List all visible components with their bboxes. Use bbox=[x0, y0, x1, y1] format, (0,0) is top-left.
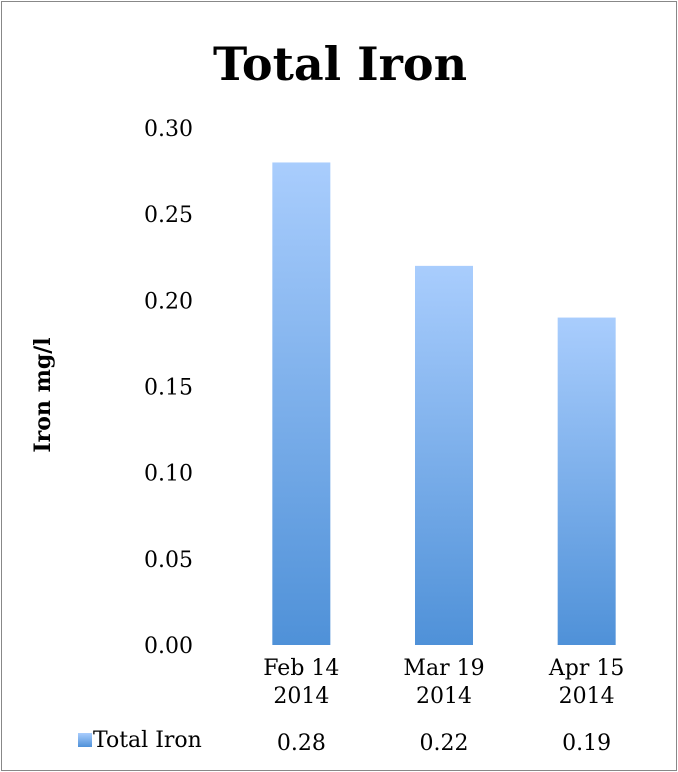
x-tick-label: 2014 bbox=[416, 684, 472, 709]
x-tick-label: Feb 14 bbox=[263, 656, 339, 681]
legend-label: Total Iron bbox=[93, 728, 202, 753]
data-table-value: 0.19 bbox=[562, 731, 611, 756]
chart-title: Total Iron bbox=[213, 37, 467, 91]
x-tick-label: 2014 bbox=[273, 684, 329, 709]
y-axis-ticks: 0.00 0.05 0.10 0.15 0.20 0.25 0.30 bbox=[144, 117, 193, 659]
x-axis-labels: Feb 14 2014 Mar 19 2014 Apr 15 2014 bbox=[263, 656, 624, 709]
y-tick-label: 0.20 bbox=[144, 289, 193, 314]
legend: Total Iron bbox=[78, 728, 202, 753]
data-table-values: 0.28 0.22 0.19 bbox=[277, 731, 611, 756]
y-tick-label: 0.15 bbox=[144, 376, 193, 401]
bar bbox=[415, 265, 473, 645]
data-table-value: 0.22 bbox=[420, 731, 469, 756]
bars bbox=[272, 162, 616, 645]
legend-swatch bbox=[78, 733, 92, 747]
y-tick-label: 0.00 bbox=[144, 634, 193, 659]
x-tick-label: Apr 15 bbox=[548, 656, 624, 681]
bar bbox=[272, 162, 331, 645]
y-tick-label: 0.25 bbox=[144, 203, 193, 228]
y-tick-label: 0.30 bbox=[144, 117, 193, 142]
data-table-value: 0.28 bbox=[277, 731, 326, 756]
x-tick-label: 2014 bbox=[559, 684, 615, 709]
x-tick-label: Mar 19 bbox=[403, 656, 484, 681]
y-axis-label: Iron mg/l bbox=[30, 337, 56, 452]
bar bbox=[557, 317, 616, 645]
y-tick-label: 0.10 bbox=[144, 462, 193, 487]
y-tick-label: 0.05 bbox=[144, 548, 193, 573]
